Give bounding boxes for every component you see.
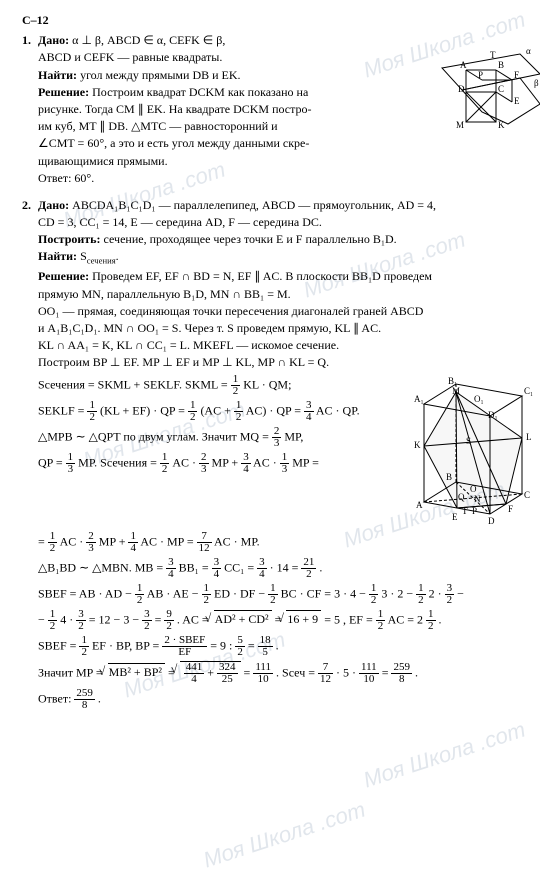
equation: − 12 4 · 32 = 12 − 3 − 32 = 92 . AC = AD… bbox=[38, 609, 540, 632]
problem-num: 2. bbox=[22, 197, 38, 213]
svg-text:C: C bbox=[524, 490, 530, 500]
find-text: угол между прямыми DB и EK. bbox=[80, 68, 240, 82]
svg-text:M: M bbox=[452, 386, 460, 396]
svg-text:P: P bbox=[478, 70, 483, 80]
problem-num: 1. bbox=[22, 32, 38, 48]
sol-text: Построим квадрат DCKM как показано на bbox=[92, 85, 308, 99]
svg-text:T: T bbox=[462, 506, 468, 516]
svg-text:D: D bbox=[488, 516, 495, 524]
svg-text:α: α bbox=[526, 46, 531, 56]
section-header: С–12 bbox=[22, 12, 540, 28]
svg-text:L: L bbox=[526, 432, 532, 442]
ans-label: Ответ: bbox=[38, 171, 71, 185]
svg-text:O₁: O₁ bbox=[474, 394, 484, 404]
answer: Ответ: 2598 . bbox=[38, 688, 540, 711]
svg-text:B: B bbox=[498, 60, 504, 70]
watermark: Моя Школа .com bbox=[200, 795, 370, 875]
build-text: сечение, проходящее через точки E и F па… bbox=[104, 232, 397, 246]
sol-text: Построим BP ⊥ EF. MP ⊥ EF и MP ⊥ KL, MP … bbox=[38, 354, 540, 370]
svg-text:O: O bbox=[470, 484, 477, 494]
problem-1: 1. α β M K D bbox=[22, 32, 540, 187]
ans-text: 60°. bbox=[74, 171, 94, 185]
problem-2: 2. Дано: ABCDA₁B₁C₁D₁ — параллелепипед, … bbox=[22, 197, 540, 711]
svg-text:Q: Q bbox=[458, 492, 465, 502]
given-text: α ⊥ β, ABCD ∈ α, CEFK ∈ β, bbox=[72, 33, 225, 47]
sol-label: Решение: bbox=[38, 269, 89, 283]
svg-text:A: A bbox=[460, 60, 467, 70]
svg-text:E: E bbox=[514, 96, 520, 106]
equation: SBEF = 12 EF · BP, BP = 2 · SBEFEF = 9 :… bbox=[38, 635, 540, 658]
equation: △B₁BD ∼ △MBN. MB = 34 BB₁ = 34 CC₁ = 34 … bbox=[38, 557, 540, 580]
figure-1: α β M K D C E F A B P T bbox=[422, 34, 540, 144]
svg-text:M: M bbox=[456, 120, 464, 130]
svg-text:B₁: B₁ bbox=[448, 376, 457, 386]
given-label: Дано: bbox=[38, 33, 69, 47]
find-text: Sсечения. bbox=[80, 249, 119, 263]
svg-text:D₁: D₁ bbox=[488, 410, 498, 420]
svg-text:C₁: C₁ bbox=[524, 386, 533, 396]
svg-text:T: T bbox=[490, 50, 496, 60]
equation: = 12 AC · 23 MP + 14 AC · MP = 712 AC · … bbox=[38, 531, 540, 554]
sol-text: OO₁ — прямая, соединяющая точки пересече… bbox=[38, 303, 540, 319]
given-label: Дано: bbox=[38, 198, 69, 212]
figure-2: A D C B A₁ D₁ C₁ B₁ E F K L M N O O₁ S Q… bbox=[412, 374, 540, 524]
find-label: Найти: bbox=[38, 68, 77, 82]
svg-text:K: K bbox=[498, 120, 505, 130]
svg-text:β: β bbox=[534, 78, 539, 88]
svg-text:E: E bbox=[452, 512, 458, 522]
sol-text: Проведем EF, EF ∩ BD = N, EF ∥ AC. В пло… bbox=[92, 269, 432, 283]
sol-text: прямую MN, параллельную B₁D, MN ∩ BB₁ = … bbox=[38, 286, 540, 302]
sol-text: щивающимися прямыми. bbox=[38, 153, 540, 169]
sol-label: Решение: bbox=[38, 85, 89, 99]
watermark: Моя Школа .com bbox=[360, 715, 530, 795]
svg-text:B: B bbox=[446, 472, 452, 482]
sol-text: и A₁B₁C₁D₁. MN ∩ OO₁ = S. Через т. S про… bbox=[38, 320, 540, 336]
svg-text:F: F bbox=[508, 504, 513, 514]
svg-text:S: S bbox=[466, 436, 471, 446]
svg-text:K: K bbox=[414, 440, 421, 450]
svg-text:F: F bbox=[514, 70, 519, 80]
equation: Значит MP = MB² + BP² = 4414 + 32425 = 1… bbox=[38, 661, 540, 685]
given-text: ABCDA₁B₁C₁D₁ — параллелепипед, ABCD — пр… bbox=[72, 198, 436, 212]
svg-text:C: C bbox=[498, 84, 504, 94]
build-label: Построить: bbox=[38, 232, 101, 246]
given-text-2: CD = 3, CC₁ = 14, E — середина AD, F — с… bbox=[38, 214, 540, 230]
find-label: Найти: bbox=[38, 249, 77, 263]
svg-text:A₁: A₁ bbox=[414, 394, 424, 404]
svg-text:D: D bbox=[458, 84, 465, 94]
svg-text:P: P bbox=[472, 506, 477, 516]
svg-text:A: A bbox=[416, 500, 423, 510]
equation: SBEF = AB · AD − 12 AB · AE − 12 ED · DF… bbox=[38, 583, 540, 606]
sol-text: KL ∩ AA₁ = K, KL ∩ CC₁ = L. MKEFL — иско… bbox=[38, 337, 540, 353]
svg-text:N: N bbox=[474, 494, 481, 504]
